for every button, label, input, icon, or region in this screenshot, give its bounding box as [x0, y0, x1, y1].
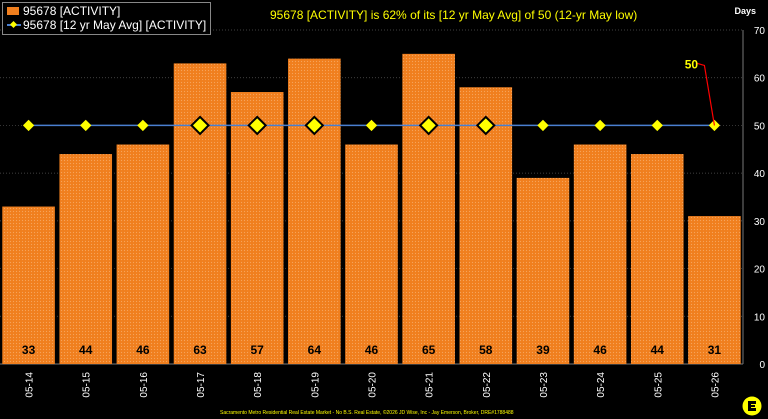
bar [688, 216, 741, 364]
y-tick-label: 20 [754, 265, 766, 276]
bar-value-label: 46 [365, 343, 379, 357]
bar [516, 177, 570, 364]
bar-value-label: 33 [22, 343, 36, 357]
x-tick-label: 05-24 [596, 372, 607, 398]
average-marker [22, 119, 35, 132]
average-marker [651, 119, 663, 132]
annotation-arrow [697, 62, 716, 126]
y-tick-label: 30 [754, 217, 766, 228]
bar-value-label: 65 [422, 343, 436, 357]
legend: 95678 [ACTIVITY] 95678 [12 yr May Avg] [… [2, 2, 212, 35]
x-tick-label: 05-22 [482, 372, 493, 398]
x-tick-label: 05-26 [710, 372, 721, 398]
legend-item-activity: 95678 [ACTIVITY] [7, 4, 206, 18]
average-marker [594, 119, 606, 132]
annotation-label: 50 [685, 57, 699, 71]
bar [573, 144, 627, 364]
bar-value-label: 46 [593, 343, 607, 357]
average-marker [475, 115, 496, 136]
average-marker [247, 115, 268, 136]
bar-value-label: 64 [308, 343, 322, 357]
average-marker [418, 115, 439, 136]
bar-swatch-icon [7, 7, 19, 15]
y-tick-label: 50 [754, 121, 766, 132]
bar [288, 58, 341, 364]
x-tick-label: 05-15 [82, 372, 93, 398]
brand-logo-icon [742, 396, 762, 416]
average-marker [80, 119, 92, 132]
y-tick-label: 60 [754, 74, 766, 85]
y-tick-label: 40 [754, 169, 766, 180]
legend-item-average: 95678 [12 yr May Avg] [ACTIVITY] [7, 18, 206, 32]
bar-value-label: 57 [251, 343, 265, 357]
bar-value-label: 46 [136, 343, 150, 357]
y-tick-label: 0 [759, 360, 765, 371]
y-tick-label: 10 [754, 312, 766, 323]
x-tick-label: 05-23 [539, 372, 550, 398]
dashed-line-swatch-icon [7, 21, 21, 29]
bar [630, 154, 684, 364]
average-marker [137, 119, 149, 132]
average-marker [190, 115, 210, 136]
average-marker [537, 119, 549, 132]
bar [173, 63, 227, 365]
bar [230, 92, 284, 365]
average-marker [304, 115, 325, 136]
average-marker [365, 119, 378, 132]
legend-bar-label: 95678 [ACTIVITY] [23, 4, 121, 18]
x-tick-label: 05-17 [196, 372, 207, 398]
bar [345, 144, 398, 364]
x-tick-label: 05-14 [25, 372, 36, 398]
bar [59, 154, 113, 364]
x-tick-label: 05-18 [253, 372, 264, 398]
bar-value-label: 31 [708, 343, 722, 357]
x-tick-label: 05-25 [653, 372, 664, 398]
x-tick-label: 05-16 [139, 372, 150, 398]
bar-value-label: 44 [79, 343, 93, 357]
y-tick-label: 70 [754, 26, 766, 37]
bar-value-label: 39 [536, 343, 550, 357]
x-tick-label: 05-21 [425, 372, 436, 398]
y-axis-label: Days [734, 6, 756, 16]
footer-credit: Sacramento Metro Residential Real Estate… [220, 410, 514, 416]
x-tick-label: 05-20 [368, 372, 379, 398]
x-tick-label: 05-19 [310, 372, 321, 398]
bar-value-label: 63 [193, 343, 207, 357]
bar [2, 206, 55, 364]
bar-value-label: 44 [651, 343, 665, 357]
bar [116, 144, 170, 364]
bar [402, 53, 455, 364]
chart-title: 95678 [ACTIVITY] is 62% of its [12 yr Ma… [270, 8, 638, 22]
legend-line-label: 95678 [12 yr May Avg] [ACTIVITY] [23, 18, 207, 32]
bar-value-label: 58 [479, 343, 493, 357]
